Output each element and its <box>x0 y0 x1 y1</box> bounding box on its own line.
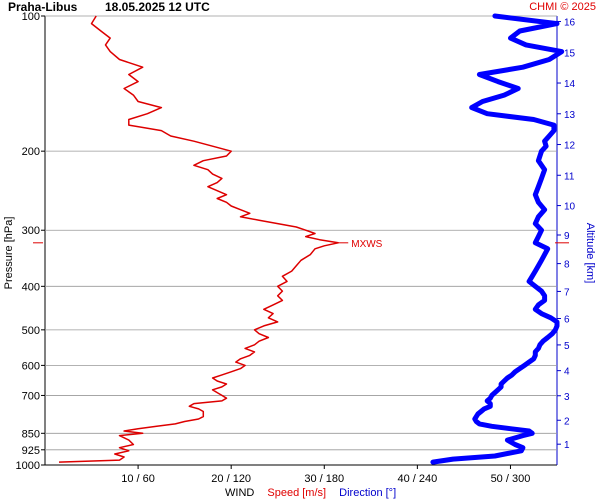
max-wind-label: MXWS <box>351 239 382 250</box>
pressure-tick-label: 850 <box>22 428 40 440</box>
altitude-tick-label: 5 <box>564 341 570 352</box>
altitude-tick-label: 7 <box>564 287 570 298</box>
x-axis-label-direction: Direction [°] <box>339 487 396 499</box>
altitude-tick-label: 8 <box>564 260 570 271</box>
altitude-tick-label: 16 <box>564 18 576 29</box>
altitude-tick-label: 12 <box>564 141 576 152</box>
max-wind-marker: MXWS <box>33 239 569 250</box>
credit-label: CHMI © 2025 <box>529 1 596 13</box>
pressure-tick-label: 600 <box>22 360 40 372</box>
pressure-tick-label: 400 <box>22 281 40 293</box>
altitude-tick-label: 11 <box>564 171 575 182</box>
pressure-tick-label: 500 <box>22 325 40 337</box>
altitude-tick-label: 13 <box>564 110 576 121</box>
grid-layer <box>44 15 558 466</box>
x-axis-label: WIND Speed [m/s] Direction [°] <box>225 487 396 499</box>
altitude-tick-label: 4 <box>564 367 570 378</box>
altitude-tick-label: 15 <box>564 48 576 59</box>
y-axis-label-left: Pressure [hPa] <box>3 217 15 290</box>
direction-line <box>430 13 565 465</box>
altitude-tick-label: 14 <box>564 79 576 90</box>
wind-tick-label: 20 / 120 <box>211 473 251 485</box>
pressure-tick-label: 925 <box>22 445 40 457</box>
wind-tick-label: 50 / 300 <box>491 473 531 485</box>
pressure-tick-label: 300 <box>22 225 40 237</box>
chart-subtitle: 18.05.2025 12 UTC <box>105 0 210 14</box>
direction-series <box>430 13 565 465</box>
altitude-tick-label: 3 <box>564 392 570 403</box>
x-axis-label-speed: Speed [m/s] <box>267 487 326 499</box>
wind-tick-label: 40 / 240 <box>397 473 437 485</box>
pressure-tick-label: 200 <box>22 146 40 158</box>
chart-title: Praha-Libus <box>8 0 78 14</box>
speed-series <box>58 15 339 463</box>
altitude-tick-label: 2 <box>564 416 570 427</box>
x-axis-label-prefix: WIND <box>225 487 254 499</box>
altitude-tick-label: 9 <box>564 231 570 242</box>
wind-tick-label: 30 / 180 <box>304 473 344 485</box>
pressure-tick-label: 1000 <box>16 460 40 472</box>
speed-line <box>58 15 339 463</box>
pressure-tick-label: 700 <box>22 390 40 402</box>
pressure-tick-label: 100 <box>22 11 40 23</box>
wind-axis: 10 / 60 20 / 120 30 / 180 40 / 240 50 / 300 <box>121 465 530 485</box>
wind-tick-label: 10 / 60 <box>121 473 155 485</box>
pressure-axis: 100 200 300 400 500 600 700 850 925 1000 <box>16 11 45 472</box>
altitude-tick-label: 10 <box>564 202 576 213</box>
altitude-tick-label: 6 <box>564 315 570 326</box>
altitude-tick-label: 1 <box>564 440 570 451</box>
y-axis-label-right: Altitude [km] <box>584 223 596 284</box>
